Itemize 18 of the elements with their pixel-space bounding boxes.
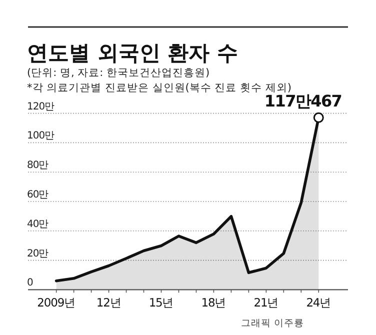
y-tick-label: 40만	[27, 218, 49, 230]
y-tick-label: 60만	[27, 190, 49, 200]
x-tick-label: 18년	[201, 296, 226, 310]
chart-title: 연도별 외국인 환자 수	[27, 41, 238, 65]
y-tick-label: 0	[27, 278, 33, 289]
chart-subtitle: (단위: 명, 자료: 한국보건산업진흥원)	[27, 67, 210, 79]
x-tick-label: 21년	[254, 296, 279, 310]
x-tick-label: 24년	[306, 296, 332, 310]
x-tick-label: 15년	[148, 296, 174, 310]
y-tick-label: 120만	[27, 101, 55, 112]
text: 그래픽 이주룡	[240, 318, 304, 329]
y-tick-label: 20만	[27, 248, 49, 260]
annotation: 117만467	[264, 92, 342, 111]
x-tick-label: 12년	[96, 296, 122, 310]
text: *각 의료기관별 진료받은 실인원(복수 진료 횟수 제외)	[27, 82, 292, 94]
y-tick-label: 100만	[27, 130, 55, 142]
x-tick-label: 2009년	[37, 296, 76, 310]
y-tick-label: 80만	[27, 160, 49, 172]
